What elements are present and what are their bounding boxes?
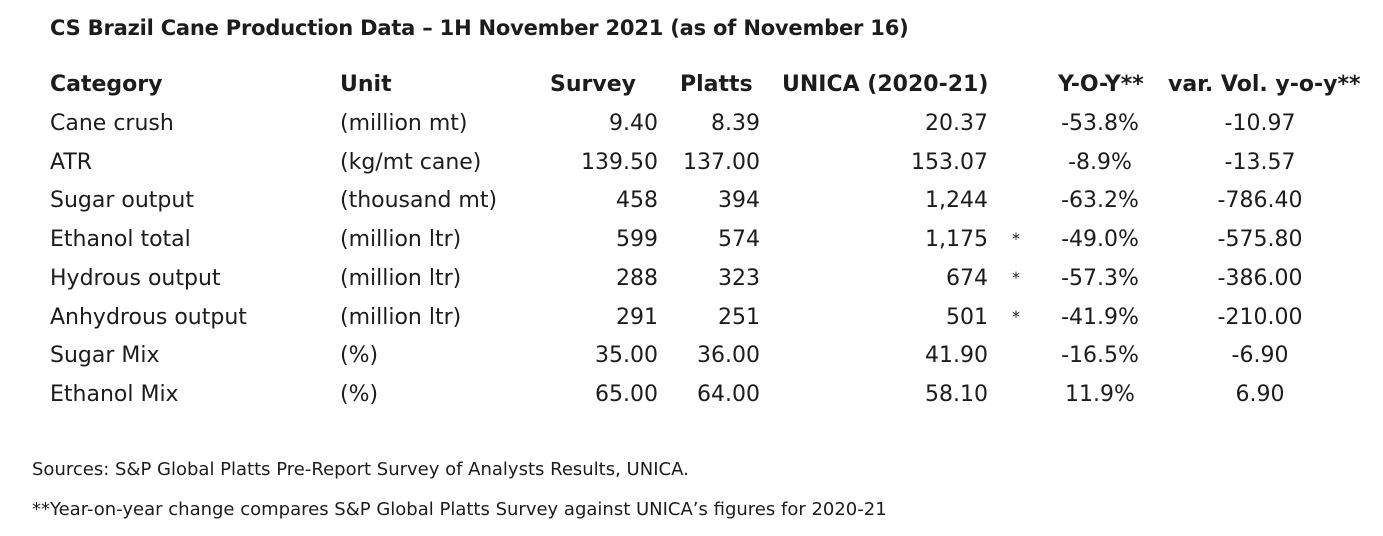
cell-survey: 288 [616,266,658,291]
cell-var-vol: -786.40 [1217,188,1303,213]
cell-unica: 58.10 [925,382,988,407]
cell-platts: 8.39 [711,111,760,136]
cell-unica: 41.90 [925,343,988,368]
cell-survey: 9.40 [609,111,658,136]
cell-var-vol: -10.97 [1224,111,1296,136]
cell-category: Hydrous output [50,266,221,291]
cell-var-vol: -13.57 [1224,150,1296,175]
cell-yoy: -63.2% [1061,188,1139,213]
cell-yoy: -16.5% [1061,343,1139,368]
cell-var-vol: -575.80 [1217,227,1303,252]
header-var-vol: var. Vol. y-o-y** [1168,72,1361,97]
cell-platts: 137.00 [683,150,760,175]
cell-yoy: -53.8% [1061,111,1139,136]
cell-unica: 20.37 [925,111,988,136]
cell-var-vol: -386.00 [1217,266,1303,291]
cell-category: Sugar Mix [50,343,160,368]
cell-survey: 139.50 [581,150,658,175]
footnote-sources: Sources: S&P Global Platts Pre-Report Su… [32,459,689,480]
cell-unica: 501 [946,305,988,330]
cell-platts: 323 [718,266,760,291]
cell-category: Sugar output [50,188,194,213]
asterisk-marker: * [1012,307,1020,326]
cell-unica: 153.07 [911,150,988,175]
cell-unit: (%) [340,382,379,407]
cell-unit: (thousand mt) [340,188,498,213]
cell-unica: 1,244 [925,188,988,213]
cell-unit: (million ltr) [340,266,462,291]
cell-category: Cane crush [50,111,174,136]
cell-var-vol: -6.90 [1231,343,1289,368]
cell-category: ATR [50,150,93,175]
cell-yoy: 11.9% [1065,382,1135,407]
table-title: CS Brazil Cane Production Data – 1H Nove… [50,16,909,40]
cell-unit: (million ltr) [340,227,462,252]
header-survey: Survey [550,72,636,97]
cell-category: Ethanol Mix [50,382,179,407]
cell-platts: 574 [718,227,760,252]
cell-platts: 64.00 [697,382,760,407]
cell-category: Anhydrous output [50,305,247,330]
header-category: Category [50,72,163,97]
asterisk-marker: * [1012,229,1020,248]
cell-survey: 35.00 [595,343,658,368]
header-platts: Platts [680,72,753,97]
cell-yoy: -8.9% [1068,150,1132,175]
cell-platts: 36.00 [697,343,760,368]
cell-survey: 458 [616,188,658,213]
cell-yoy: -49.0% [1061,227,1139,252]
cell-yoy: -57.3% [1061,266,1139,291]
cell-category: Ethanol total [50,227,191,252]
cell-survey: 599 [616,227,658,252]
cell-unit: (million ltr) [340,305,462,330]
cell-survey: 291 [616,305,658,330]
footnote-yoy: **Year-on-year change compares S&P Globa… [32,499,887,520]
cell-yoy: -41.9% [1061,305,1139,330]
asterisk-marker: * [1012,268,1020,287]
header-unica: UNICA (2020-21) [782,72,989,97]
cell-platts: 394 [718,188,760,213]
cell-var-vol: 6.90 [1235,382,1285,407]
header-yoy: Y-O-Y** [1058,72,1144,97]
header-unit: Unit [340,72,392,97]
cell-unit: (kg/mt cane) [340,150,482,175]
cell-platts: 251 [718,305,760,330]
cell-unit: (%) [340,343,379,368]
cell-unit: (million mt) [340,111,468,136]
cell-unica: 674 [946,266,988,291]
cell-unica: 1,175 [925,227,988,252]
cell-survey: 65.00 [595,382,658,407]
cell-var-vol: -210.00 [1217,305,1303,330]
